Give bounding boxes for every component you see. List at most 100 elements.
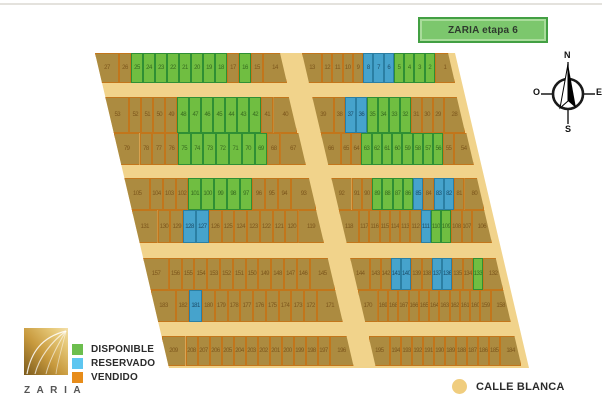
- lot-109[interactable]: 109: [441, 210, 452, 243]
- lot-199[interactable]: 199: [293, 336, 306, 366]
- lot-111[interactable]: 111: [420, 210, 431, 243]
- lot-176[interactable]: 176: [253, 290, 266, 322]
- lot-65[interactable]: 65: [340, 133, 352, 165]
- lot-110[interactable]: 110: [430, 210, 442, 243]
- lot-151[interactable]: 151: [232, 258, 246, 290]
- lot-175[interactable]: 175: [265, 290, 279, 322]
- lot-190[interactable]: 190: [434, 336, 445, 366]
- lot-33[interactable]: 33: [388, 97, 400, 133]
- lot-99[interactable]: 99: [214, 178, 227, 210]
- lot-117[interactable]: 117: [359, 210, 370, 243]
- lot-14[interactable]: 14: [263, 53, 287, 83]
- lot-7[interactable]: 7: [373, 53, 384, 83]
- lot-85[interactable]: 85: [413, 178, 424, 210]
- lot-6[interactable]: 6: [383, 53, 394, 83]
- lot-38[interactable]: 38: [334, 97, 345, 133]
- lot-37[interactable]: 37: [344, 97, 356, 133]
- lot-134[interactable]: 134: [462, 258, 473, 290]
- lot-12[interactable]: 12: [322, 53, 333, 83]
- lot-8[interactable]: 8: [363, 53, 374, 83]
- lot-168[interactable]: 168: [388, 290, 399, 322]
- lot-24[interactable]: 24: [143, 53, 155, 83]
- lot-127[interactable]: 127: [195, 210, 209, 243]
- lot-141[interactable]: 141: [390, 258, 402, 290]
- lot-112[interactable]: 112: [410, 210, 421, 243]
- lot-128[interactable]: 128: [183, 210, 196, 243]
- lot-90[interactable]: 90: [361, 178, 373, 210]
- lot-171[interactable]: 171: [317, 290, 343, 322]
- lot-123[interactable]: 123: [247, 210, 260, 243]
- lot-72[interactable]: 72: [216, 133, 229, 165]
- lot-27[interactable]: 27: [95, 53, 119, 83]
- lot-39[interactable]: 39: [312, 97, 334, 133]
- lot-188[interactable]: 188: [455, 336, 467, 366]
- lot-93[interactable]: 93: [291, 178, 317, 210]
- lot-5[interactable]: 5: [393, 53, 405, 83]
- lot-45[interactable]: 45: [213, 97, 226, 133]
- lot-55[interactable]: 55: [443, 133, 454, 165]
- lot-174[interactable]: 174: [278, 290, 292, 322]
- lot-122[interactable]: 122: [259, 210, 273, 243]
- lot-84[interactable]: 84: [423, 178, 434, 210]
- lot-165[interactable]: 165: [418, 290, 430, 322]
- lot-156[interactable]: 156: [168, 258, 182, 290]
- lot-147[interactable]: 147: [283, 258, 297, 290]
- lot-66[interactable]: 66: [320, 133, 341, 165]
- lot-28[interactable]: 28: [444, 97, 466, 133]
- lot-9[interactable]: 9: [352, 53, 364, 83]
- lot-87[interactable]: 87: [392, 178, 403, 210]
- lot-178[interactable]: 178: [227, 290, 241, 322]
- lot-100[interactable]: 100: [201, 178, 215, 210]
- lot-125[interactable]: 125: [221, 210, 235, 243]
- lot-30[interactable]: 30: [421, 97, 433, 133]
- lot-152[interactable]: 152: [220, 258, 233, 290]
- lot-205[interactable]: 205: [221, 336, 234, 366]
- lot-71[interactable]: 71: [228, 133, 242, 165]
- lot-25[interactable]: 25: [131, 53, 143, 83]
- lot-202[interactable]: 202: [257, 336, 270, 366]
- lot-142[interactable]: 142: [380, 258, 391, 290]
- lot-118[interactable]: 118: [338, 210, 360, 243]
- lot-81[interactable]: 81: [454, 178, 465, 210]
- lot-130[interactable]: 130: [157, 210, 171, 243]
- lot-3[interactable]: 3: [414, 53, 425, 83]
- lot-69[interactable]: 69: [254, 133, 268, 165]
- lot-35[interactable]: 35: [366, 97, 378, 133]
- lot-41[interactable]: 41: [261, 97, 274, 133]
- lot-47[interactable]: 47: [189, 97, 202, 133]
- lot-207[interactable]: 207: [197, 336, 210, 366]
- lot-197[interactable]: 197: [317, 336, 330, 366]
- lot-159[interactable]: 159: [480, 290, 491, 322]
- lot-144[interactable]: 144: [350, 258, 371, 290]
- lot-92[interactable]: 92: [331, 178, 352, 210]
- lot-61[interactable]: 61: [381, 133, 393, 165]
- lot-115[interactable]: 115: [379, 210, 390, 243]
- lot-185[interactable]: 185: [488, 336, 500, 366]
- lot-132[interactable]: 132: [483, 258, 503, 290]
- lot-19[interactable]: 19: [203, 53, 215, 83]
- lot-26[interactable]: 26: [119, 53, 131, 83]
- lot-150[interactable]: 150: [245, 258, 259, 290]
- lot-52[interactable]: 52: [129, 97, 142, 133]
- lot-53[interactable]: 53: [105, 97, 130, 133]
- lot-194[interactable]: 194: [390, 336, 402, 366]
- lot-172[interactable]: 172: [304, 290, 317, 322]
- lot-62[interactable]: 62: [371, 133, 382, 165]
- lot-177[interactable]: 177: [240, 290, 254, 322]
- lot-48[interactable]: 48: [177, 97, 190, 133]
- lot-59[interactable]: 59: [402, 133, 413, 165]
- lot-36[interactable]: 36: [355, 97, 367, 133]
- lot-80[interactable]: 80: [464, 178, 484, 210]
- lot-46[interactable]: 46: [201, 97, 214, 133]
- lot-136[interactable]: 136: [442, 258, 453, 290]
- lot-78[interactable]: 78: [139, 133, 153, 165]
- lot-120[interactable]: 120: [285, 210, 299, 243]
- lot-154[interactable]: 154: [194, 258, 208, 290]
- lot-42[interactable]: 42: [249, 97, 262, 133]
- lot-86[interactable]: 86: [402, 178, 414, 210]
- lot-153[interactable]: 153: [207, 258, 221, 290]
- lot-179[interactable]: 179: [214, 290, 228, 322]
- lot-50[interactable]: 50: [153, 97, 166, 133]
- lot-56[interactable]: 56: [433, 133, 444, 165]
- lot-107[interactable]: 107: [461, 210, 472, 243]
